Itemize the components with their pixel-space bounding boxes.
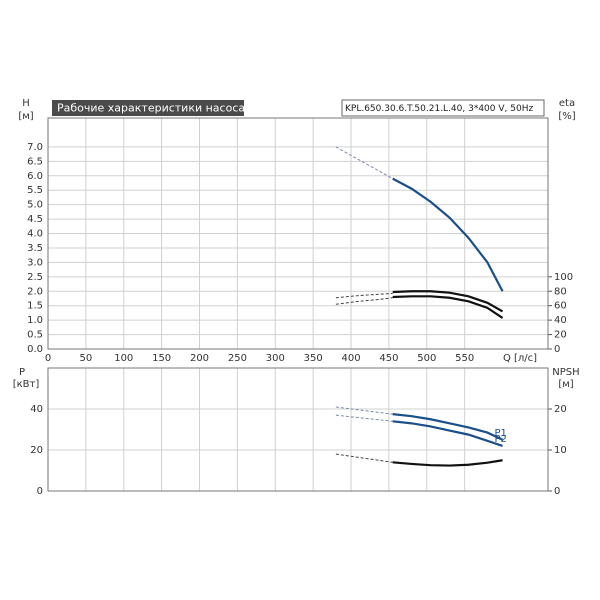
y2-tick-label: 40 [554,315,567,326]
curve [335,146,393,180]
y-tick-label: 3.0 [27,257,43,268]
y2-tick-label: 100 [554,272,573,283]
y-tick-label: 4.0 [27,229,43,240]
y2-tick-label: 20 [554,404,567,415]
x-tick-label: 300 [266,353,285,364]
x-tick-label: 450 [379,353,398,364]
y-tick-label: 40 [30,404,43,415]
y-tick-label: 0.5 [27,330,43,341]
y-tick-label: 0.0 [27,344,43,355]
curve [335,406,393,415]
y2-tick-label: 60 [554,301,567,312]
series-label: P1 [495,428,507,439]
curve [392,295,504,319]
x-tick-label: 500 [417,353,436,364]
y2-label: NPSH [552,367,579,378]
curve [392,413,504,441]
y-label: H [22,98,30,109]
y-label: P [19,367,25,378]
curve [335,297,393,305]
title-box [52,100,244,116]
x-tick-label: 100 [114,353,133,364]
x-tick-label: 0 [45,353,51,364]
plot-frame [47,117,549,350]
x-tick-label: 250 [228,353,247,364]
y-unit: [м] [18,111,33,122]
y2-unit: [м] [558,379,573,390]
y-tick-label: 7.0 [27,142,43,153]
x-tick-label: 350 [304,353,323,364]
y-unit: [кВт] [13,379,40,390]
curve [335,292,393,299]
chart-title: Рабочие характеристики насоса [57,102,245,115]
x-label: Q [л/с] [503,353,537,364]
curve [392,290,504,313]
y-tick-label: 1.5 [27,301,43,312]
y2-label: eta [559,98,575,109]
y-tick-label: 6.0 [27,171,43,182]
y-tick-label: 20 [30,445,43,456]
y-tick-label: 5.5 [27,185,43,196]
y2-unit: [%] [558,111,575,122]
y-tick-label: 4.5 [27,214,43,225]
y2-tick-label: 10 [554,445,567,456]
curve [335,453,393,463]
y-tick-label: 2.0 [27,286,43,297]
x-tick-label: 150 [152,353,171,364]
y2-tick-label: 80 [554,286,567,297]
y-tick-label: 2.5 [27,272,43,283]
series-label: P2 [495,434,507,445]
y2-tick-label: 0 [554,486,560,497]
x-tick-label: 400 [341,353,360,364]
x-tick-label: 550 [455,353,474,364]
x-tick-label: 50 [80,353,93,364]
plot-frame [47,367,549,492]
curve [392,177,504,292]
y-tick-label: 3.5 [27,243,43,254]
curve [392,459,503,467]
curve [335,414,393,422]
curve [392,420,503,447]
model-box [341,99,545,117]
y2-tick-label: 20 [554,330,567,341]
y2-tick-label: 0 [554,344,560,355]
y-tick-label: 5.0 [27,200,43,211]
y-tick-label: 6.5 [27,156,43,167]
model-label: KPL.650.30.6.T.50.21.L.40, 3*400 V, 50Hz [345,104,533,114]
y-tick-label: 1.0 [27,315,43,326]
x-tick-label: 200 [190,353,209,364]
y-tick-label: 0 [37,486,43,497]
